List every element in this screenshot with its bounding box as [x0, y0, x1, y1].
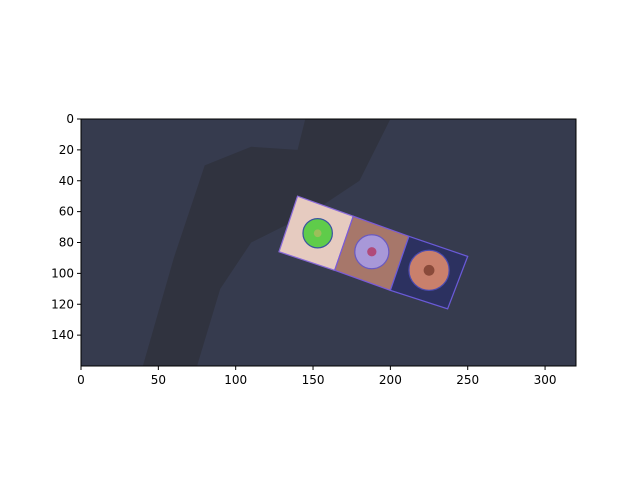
x-tick-label: 100 [224, 373, 247, 387]
y-tick-label: 0 [66, 112, 74, 126]
image [81, 119, 576, 366]
x-tick-label: 50 [151, 373, 166, 387]
y-tick-label: 20 [59, 143, 74, 157]
y-tick-label: 60 [59, 205, 74, 219]
y-tick-label: 80 [59, 236, 74, 250]
y-tick-label: 40 [59, 174, 74, 188]
x-tick-label: 300 [534, 373, 557, 387]
y-tick-label: 100 [51, 266, 74, 280]
x-tick-label: 250 [456, 373, 479, 387]
x-tick-label: 150 [302, 373, 325, 387]
x-tick-label: 200 [379, 373, 402, 387]
x-tick-label: 0 [77, 373, 85, 387]
y-tick-label: 120 [51, 297, 74, 311]
y-tick-label: 140 [51, 328, 74, 342]
